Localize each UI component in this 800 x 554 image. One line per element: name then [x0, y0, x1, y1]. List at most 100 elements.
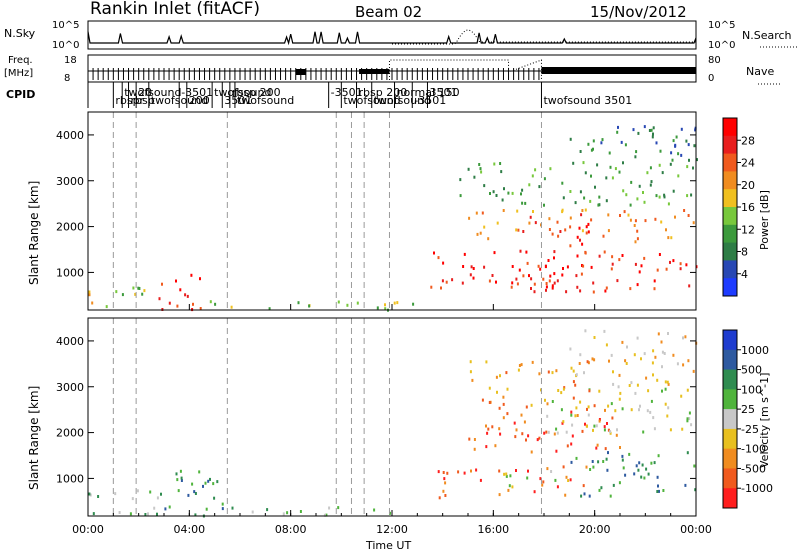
data-cell	[578, 362, 581, 365]
data-cell	[643, 256, 646, 260]
data-cell	[328, 506, 331, 510]
data-cell	[609, 165, 612, 169]
data-cell	[579, 353, 582, 357]
data-cell	[562, 387, 565, 391]
data-cell	[561, 181, 564, 185]
data-cell	[640, 264, 643, 268]
data-cell	[612, 370, 614, 374]
data-cell	[658, 163, 661, 167]
data-cell	[634, 155, 637, 159]
cpid-segment-label: -3501	[181, 86, 213, 99]
data-cell	[498, 406, 501, 410]
colorbar-tick-label: 20	[741, 179, 755, 192]
y-tick-label: 2000	[56, 427, 84, 440]
data-cell	[308, 304, 311, 308]
data-cell	[638, 408, 640, 412]
data-cell	[550, 470, 553, 473]
data-cell	[694, 128, 697, 132]
data-cell	[525, 405, 528, 409]
data-cell	[632, 128, 635, 132]
data-cell	[442, 489, 445, 493]
data-cell	[177, 489, 180, 493]
data-cell	[132, 286, 135, 290]
data-cell	[646, 171, 649, 175]
data-cell	[541, 483, 544, 487]
data-cell	[665, 228, 667, 232]
data-cell	[584, 208, 587, 212]
data-cell	[687, 214, 690, 217]
data-cell	[544, 398, 546, 402]
freq-tick-high: 18	[64, 55, 77, 66]
data-cell	[581, 229, 584, 233]
data-cell	[569, 137, 572, 141]
data-cell	[191, 482, 194, 486]
data-cell	[561, 421, 564, 425]
data-cell	[491, 274, 494, 277]
data-cell	[619, 214, 621, 217]
data-cell	[638, 184, 641, 188]
data-cell	[672, 353, 675, 357]
data-cell	[622, 466, 625, 470]
data-cell	[618, 397, 621, 401]
data-cell	[627, 213, 630, 217]
data-cell	[569, 347, 572, 351]
data-cell	[515, 469, 517, 472]
data-cell	[520, 192, 522, 196]
data-cell	[594, 185, 596, 189]
data-cell	[481, 398, 484, 402]
data-cell	[496, 221, 499, 225]
data-cell	[462, 265, 465, 268]
data-cell	[638, 270, 641, 274]
colorbar-swatch	[723, 468, 737, 489]
data-cell	[134, 292, 137, 296]
data-cell	[686, 417, 689, 421]
data-cell	[614, 167, 617, 171]
data-cell	[581, 209, 584, 212]
data-cell	[528, 221, 531, 225]
power-cells	[88, 125, 698, 312]
data-cell	[607, 229, 610, 233]
data-cell	[511, 191, 514, 195]
data-cell	[547, 370, 550, 374]
data-cell	[536, 438, 539, 442]
data-cell	[551, 371, 554, 375]
freq-block	[295, 69, 306, 75]
data-cell	[681, 427, 684, 431]
data-cell	[473, 447, 476, 451]
data-cell	[660, 220, 663, 224]
data-cell	[650, 461, 653, 465]
data-cell	[205, 507, 208, 511]
data-cell	[634, 391, 637, 395]
data-cell	[488, 401, 491, 404]
cpid-segment-label: twofsound	[214, 86, 271, 99]
data-cell	[503, 472, 506, 476]
data-cell	[468, 437, 471, 441]
data-cell	[614, 409, 617, 413]
nsky-tick-low: 10^0	[52, 40, 79, 51]
data-cell	[609, 430, 612, 434]
data-cell	[299, 510, 302, 513]
data-cell	[473, 438, 476, 441]
data-cell	[131, 497, 134, 501]
velocity-scan-boundaries	[112, 318, 542, 516]
cpid-segment-label: 3501	[224, 94, 252, 107]
data-cell	[520, 363, 523, 367]
data-cell	[530, 277, 533, 281]
data-cell	[593, 336, 596, 339]
colorbar-swatch	[723, 448, 737, 469]
data-cell	[636, 197, 639, 201]
data-cell	[444, 481, 447, 485]
data-cell	[566, 444, 569, 448]
data-cell	[216, 480, 219, 484]
data-cell	[561, 210, 564, 214]
data-cell	[676, 362, 679, 366]
data-cell	[136, 489, 139, 493]
data-cell	[646, 409, 649, 413]
data-cell	[325, 513, 328, 517]
data-cell	[209, 300, 212, 304]
data-cell	[582, 484, 585, 488]
data-cell	[542, 277, 545, 281]
data-cell	[553, 256, 555, 260]
data-cell	[639, 404, 641, 408]
data-cell	[645, 376, 648, 380]
